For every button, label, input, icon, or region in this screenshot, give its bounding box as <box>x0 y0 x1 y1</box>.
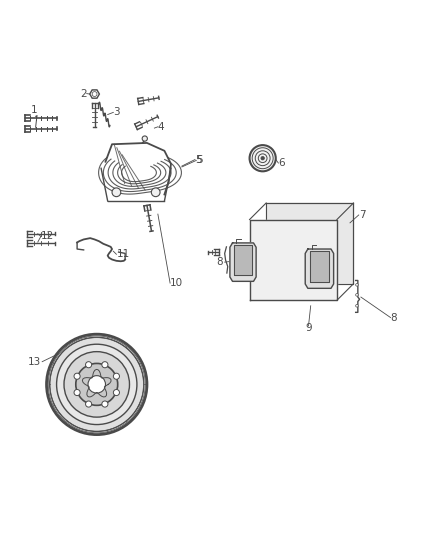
Text: 9: 9 <box>305 324 312 334</box>
Text: 5: 5 <box>196 156 203 165</box>
Polygon shape <box>266 203 353 284</box>
Circle shape <box>85 362 92 368</box>
Text: 8: 8 <box>217 257 223 267</box>
Polygon shape <box>230 243 256 281</box>
Circle shape <box>250 145 276 171</box>
Text: 4: 4 <box>158 122 165 132</box>
Circle shape <box>88 376 106 393</box>
Circle shape <box>74 373 80 379</box>
Text: 6: 6 <box>279 158 285 168</box>
Circle shape <box>102 362 108 368</box>
Text: 1: 1 <box>31 104 38 115</box>
Circle shape <box>76 364 118 405</box>
Text: 2: 2 <box>80 88 87 99</box>
Text: 8: 8 <box>391 312 397 322</box>
Circle shape <box>102 401 108 407</box>
Circle shape <box>356 284 358 286</box>
Circle shape <box>49 337 144 432</box>
Polygon shape <box>310 251 329 282</box>
Circle shape <box>113 390 120 395</box>
Circle shape <box>112 188 121 197</box>
Circle shape <box>261 157 265 160</box>
Text: 7: 7 <box>359 210 365 220</box>
Polygon shape <box>234 245 252 275</box>
Circle shape <box>356 304 358 307</box>
Text: 12: 12 <box>41 230 54 240</box>
Circle shape <box>57 344 137 425</box>
Text: 11: 11 <box>117 249 130 259</box>
Circle shape <box>64 352 130 417</box>
Circle shape <box>74 390 80 395</box>
Polygon shape <box>305 249 334 288</box>
Text: 5: 5 <box>195 155 201 165</box>
Circle shape <box>356 294 358 296</box>
Circle shape <box>92 92 97 96</box>
Circle shape <box>46 334 147 434</box>
Circle shape <box>85 401 92 407</box>
Text: 10: 10 <box>170 278 183 288</box>
Polygon shape <box>250 220 337 300</box>
Text: 3: 3 <box>113 107 120 117</box>
Circle shape <box>142 136 148 141</box>
Circle shape <box>151 188 160 197</box>
Circle shape <box>113 373 120 379</box>
Text: 13: 13 <box>28 357 41 367</box>
